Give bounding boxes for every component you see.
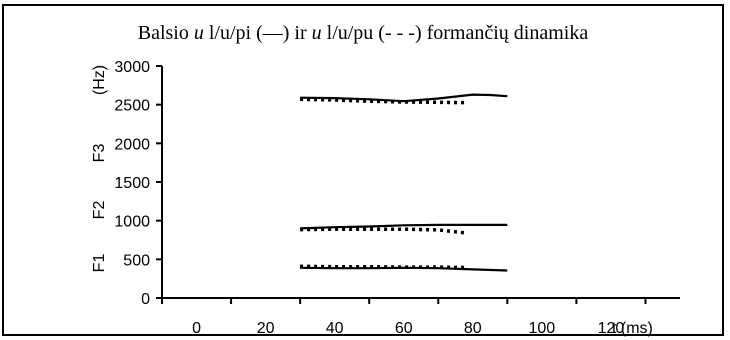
series-line-1 xyxy=(300,266,508,272)
title-vowel-2: u xyxy=(311,22,322,44)
series-line-5 xyxy=(300,227,467,235)
y-axis-label-f2: F2 xyxy=(91,201,108,220)
title-vowel-1: u xyxy=(193,22,204,44)
series-line-4 xyxy=(300,264,466,270)
x-tick-label: 40 xyxy=(326,320,344,337)
y-tick-label: 3000 xyxy=(114,59,150,76)
title-prefix: Balsio xyxy=(137,22,194,44)
series-line-3 xyxy=(300,93,508,103)
x-tick-label: 80 xyxy=(464,320,482,337)
series-line-6 xyxy=(300,97,466,105)
y-tick-label: 2000 xyxy=(114,136,150,153)
x-tick-label: 0 xyxy=(192,320,201,337)
chart-title: Balsio u l/u/pi (—) ir u l/u/pu (- - -) … xyxy=(4,22,722,45)
y-tick-label: 0 xyxy=(141,291,150,308)
series-group xyxy=(300,93,508,272)
series-line-2 xyxy=(300,223,508,230)
y-tick-label: 2500 xyxy=(114,98,150,115)
y-tick-label: 1000 xyxy=(114,214,150,231)
y-tick-label: 500 xyxy=(123,252,150,269)
x-tick-label: 100 xyxy=(529,320,556,337)
y-axis-label-f3: F3 xyxy=(91,144,108,163)
chart-frame: Balsio u l/u/pi (—) ir u l/u/pu (- - -) … xyxy=(2,4,724,336)
y-axis-label-f1: F1 xyxy=(91,254,108,273)
title-part-2: l/u/pu (- - -) formančių dinamika xyxy=(321,22,589,44)
x-tick-label: 60 xyxy=(395,320,413,337)
title-part-1: l/u/pi (—) ir xyxy=(203,22,312,44)
x-ticks: 0 20 40 60 80 100 120 xyxy=(161,298,647,337)
x-tick-label: 20 xyxy=(257,320,275,337)
y-tick-label: 1500 xyxy=(114,175,150,192)
y-axis-unit-label: (Hz) xyxy=(91,65,108,95)
x-axis-label: t (ms) xyxy=(612,320,653,337)
y-ticks: 0 500 1000 1500 2000 2500 3000 xyxy=(114,59,162,308)
x-tick-label: 120 xyxy=(598,320,625,337)
